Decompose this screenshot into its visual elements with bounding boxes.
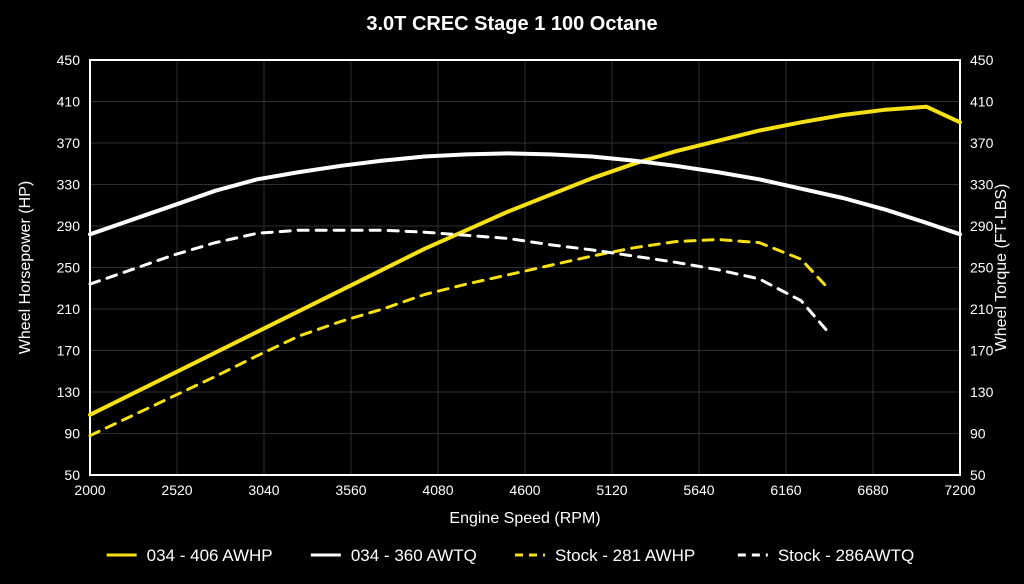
y-tick-right: 330 [970,177,994,193]
x-tick-label: 4600 [509,482,540,498]
legend-label: Stock - 281 AWHP [555,546,695,565]
y-tick-left: 290 [57,218,81,234]
dyno-chart: 2000 2520 3040 3560 4080 4600 5120 5640 6160 6680… [0,0,1024,584]
x-tick-label: 3560 [335,482,366,498]
x-tick-label: 5640 [683,482,714,498]
y-tick-right: 370 [970,135,994,151]
x-tick-label: 6680 [857,482,888,498]
y-tick-right: 450 [970,52,994,68]
x-tick-label: 4080 [422,482,453,498]
y-tick-left: 90 [64,426,80,442]
y-tick-left: 370 [57,135,81,151]
y-tick-right: 250 [970,260,994,276]
y-tick-left: 210 [57,301,81,317]
legend-label: 034 - 360 AWTQ [351,546,477,565]
y-tick-left: 170 [57,343,81,359]
y-axis-right-label: Wheel Torque (FT-LBS) [993,184,1010,352]
x-tick-label: 5120 [596,482,627,498]
y-axis-left-label: Wheel Horsepower (HP) [17,181,34,354]
chart-svg: 2000 2520 3040 3560 4080 4600 5120 5640 6160 6680… [0,0,1024,584]
chart-title: 3.0T CREC Stage 1 100 Octane [366,13,657,35]
legend-label: Stock - 286AWTQ [778,546,914,565]
y-tick-left: 50 [64,467,80,483]
y-tick-right: 170 [970,343,994,359]
y-tick-right: 210 [970,301,994,317]
x-tick-label: 7200 [944,482,975,498]
x-tick-label: 3040 [248,482,279,498]
y-tick-left: 410 [57,94,81,110]
y-tick-right: 290 [970,218,994,234]
legend-label: 034 - 406 AWHP [147,546,273,565]
x-tick-label: 2520 [161,482,192,498]
x-tick-label: 6160 [770,482,801,498]
y-tick-right: 410 [970,94,994,110]
x-axis-label: Engine Speed (RPM) [449,510,600,527]
y-tick-right: 130 [970,384,994,400]
y-tick-left: 330 [57,177,81,193]
x-tick-label: 2000 [74,482,105,498]
y-tick-left: 130 [57,384,81,400]
y-tick-right: 90 [970,426,986,442]
y-tick-left: 450 [57,52,81,68]
y-tick-left: 250 [57,260,81,276]
y-tick-right: 50 [970,467,986,483]
